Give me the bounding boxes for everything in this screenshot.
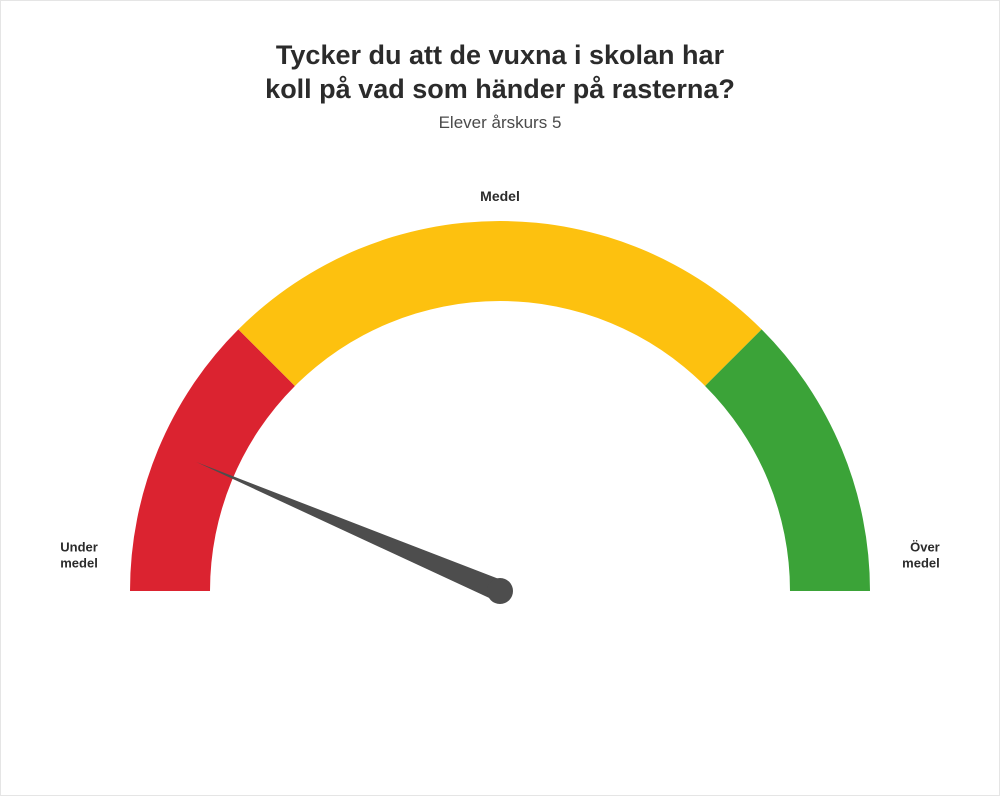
- gauge-label-medel: Medel: [480, 188, 520, 204]
- gauge-needle-hub: [487, 578, 513, 604]
- chart-frame: Tycker du att de vuxna i skolan har koll…: [0, 0, 1000, 796]
- gauge-segment-2: [705, 329, 870, 591]
- gauge-label-under-1: Under: [60, 539, 98, 554]
- gauge-segment-1: [238, 221, 761, 386]
- gauge-label-under-2: medel: [60, 555, 98, 570]
- gauge-label-over-1: Över: [910, 539, 940, 554]
- gauge-chart: UndermedelMedelÖvermedel: [50, 171, 950, 731]
- gauge-label-over-2: medel: [902, 555, 940, 570]
- gauge-segment-0: [130, 329, 295, 591]
- gauge-needle: [196, 462, 510, 603]
- gauge-container: UndermedelMedelÖvermedel: [1, 171, 999, 731]
- chart-subtitle: Elever årskurs 5: [1, 113, 999, 133]
- chart-title: Tycker du att de vuxna i skolan har koll…: [1, 39, 999, 107]
- title-line-1: Tycker du att de vuxna i skolan har: [276, 40, 724, 70]
- titles: Tycker du att de vuxna i skolan har koll…: [1, 39, 999, 133]
- title-line-2: koll på vad som händer på rasterna?: [265, 74, 735, 104]
